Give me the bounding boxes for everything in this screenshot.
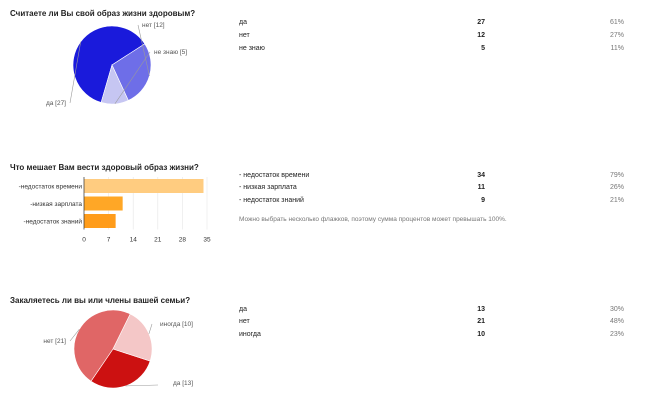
q1-row-count: 27	[477, 19, 485, 26]
q3-row: нет 21 48%	[239, 317, 624, 327]
q2-row-percent: 79%	[609, 172, 624, 179]
q1-row-label: не знаю	[239, 45, 265, 52]
q3-leader-line	[148, 323, 153, 334]
q2-row-count: 11	[477, 184, 485, 191]
q1-row-percent: 11%	[610, 45, 625, 52]
q1-row: да 27 61%	[239, 18, 624, 28]
q1-row-count: 12	[477, 32, 485, 39]
q1-slice-label: да [27]	[46, 100, 66, 107]
q2-tick-label: 28	[179, 237, 187, 244]
q1-row: нет 12 27%	[239, 31, 624, 41]
q2-row-count: 9	[481, 197, 485, 204]
q2-category-label: -низкая зарплата	[30, 201, 82, 208]
q2-bar	[84, 196, 123, 211]
q3-row-percent: 30%	[609, 306, 624, 313]
q3-row: иногда 10 23%	[239, 330, 624, 340]
q2-note: Можно выбрать несколько флажков, поэтому…	[239, 216, 507, 223]
q1-leader-line	[69, 41, 82, 104]
q3-row-label: нет	[239, 318, 250, 325]
q1-leader-line	[137, 24, 150, 76]
q2-row-percent: 26%	[609, 184, 624, 191]
q3-row-count: 21	[477, 318, 485, 325]
q1-slice-label: нет [12]	[142, 22, 165, 29]
q2-row-percent: 21%	[609, 197, 624, 204]
q2-row-label: - недостаток знаний	[239, 197, 304, 204]
q1-row-label: да	[239, 19, 247, 26]
q2-row: - низкая зарплата 11 26%	[239, 183, 624, 193]
q3-row: да 13 30%	[239, 305, 624, 315]
q2-bar	[84, 179, 204, 193]
q3-slice	[73, 309, 131, 382]
q2-tick-label: 14	[130, 237, 138, 244]
q2-row: - недостаток знаний 9 21%	[239, 196, 624, 206]
q3-row-percent: 48%	[609, 318, 624, 325]
q3-row-count: 13	[477, 306, 485, 313]
q1-row-label: нет	[239, 32, 250, 39]
q3-slice-label: нет [21]	[43, 338, 66, 345]
q2-row-label: - низкая зарплата	[239, 184, 297, 191]
q3-row-label: да	[239, 306, 247, 313]
q1-row-percent: 27%	[609, 32, 624, 39]
q3-row-label: иногда	[239, 331, 261, 338]
q2-tick-label: 21	[154, 237, 162, 244]
q2-title: Что мешает Вам вести здоровый образ жизн…	[10, 163, 199, 172]
q3-slice	[112, 313, 153, 362]
q3-leader-line	[125, 384, 159, 387]
q1-row-percent: 61%	[609, 19, 624, 26]
q2-row: - недостаток времени 34 79%	[239, 171, 624, 181]
q1-slice-label: не знаю [5]	[154, 49, 187, 56]
q2-category-label: -недостаток времени	[19, 183, 83, 190]
q3-slice-label: иногда [10]	[160, 321, 193, 328]
q1-row-count: 5	[481, 45, 485, 52]
q3-row-count: 10	[477, 331, 485, 338]
q3-leader-line	[69, 329, 80, 342]
q1-leader-line	[114, 51, 151, 105]
q2-bar	[84, 214, 116, 228]
q2-row-label: - недостаток времени	[239, 172, 310, 179]
q2-tick-label: 7	[107, 237, 111, 244]
q2-category-label: -недостаток знаний	[24, 217, 83, 225]
q3-title: Закаляетесь ли вы или члены вашей семьи?	[10, 296, 191, 305]
q3-slice-label: да [13]	[173, 380, 193, 387]
q2-tick-label: 0	[82, 237, 86, 244]
q2-tick-label: 35	[203, 237, 211, 244]
q2-row-count: 34	[477, 172, 485, 179]
q1-title: Считаете ли Вы свой образ жизни здоровым…	[10, 9, 196, 18]
q1-row: не знаю 5 11%	[239, 44, 624, 54]
q3-row-percent: 23%	[609, 331, 624, 338]
